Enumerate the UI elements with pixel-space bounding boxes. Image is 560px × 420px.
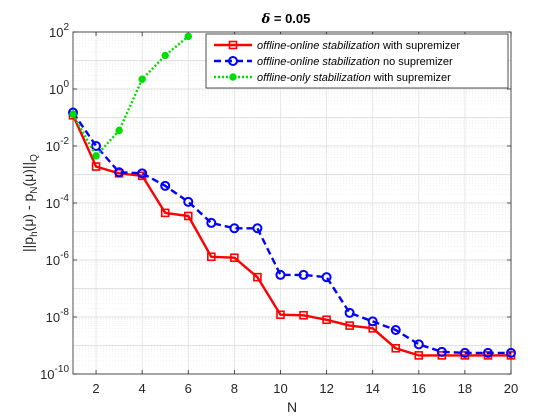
y-tick-label: 10-4 [46,193,70,211]
x-axis-label: N [287,399,297,415]
data-point-offline-online-nosup [413,339,424,350]
data-point-offline-only-sup [138,75,146,83]
legend-label-offline-online-sup: offline-online stabilization with suprem… [257,40,460,52]
data-point-offline-online-nosup [459,347,470,358]
data-point-offline-online-nosup [137,168,148,179]
data-point-offline-only-sup [92,152,100,160]
data-point-offline-online-sup [414,351,424,360]
data-point-offline-online-nosup [321,272,332,283]
data-point-offline-online-nosup [114,167,125,178]
series-offline-only-sup [69,32,192,160]
legend-item-offline-online-sup: offline-online stabilization with suprem… [214,40,460,52]
data-point-offline-online-sup [183,211,193,221]
legend-item-offline-online-nosup: offline-online stabilization no supremiz… [214,56,453,68]
data-point-offline-online-nosup [298,269,309,280]
x-tick-label: 16 [412,381,426,396]
data-point-offline-online-nosup [229,223,240,234]
data-point-offline-online-nosup [160,180,171,191]
x-tick-label: 14 [365,381,379,396]
y-axis-label: ||ph(μ) - pN(μ)||Q [20,154,40,252]
data-point-offline-online-sup [299,310,308,320]
legend-marker-offline-online-sup [228,40,238,50]
data-point-offline-online-nosup [91,141,102,151]
legend: offline-online stabilization with suprem… [205,33,509,89]
data-point-offline-online-nosup [183,196,194,207]
data-point-offline-only-sup [161,51,169,60]
series-offline-online-sup [68,110,516,360]
y-tick-label: 10-8 [46,307,70,325]
data-point-offline-online-sup [322,315,331,325]
legend-box [205,33,509,89]
data-point-offline-online-sup [91,162,101,171]
y-tick-labels: 10-10 10-8 10-6 10-4 10-2 100 102 [40,22,69,382]
data-point-offline-online-sup [160,208,170,218]
x-tick-label: 4 [139,381,146,396]
data-point-offline-online-sup [207,252,216,262]
y-tick-label: 10-10 [40,364,69,382]
data-point-offline-online-sup [230,253,239,263]
series-line-offline-only-sup [71,35,190,158]
data-point-offline-online-nosup [252,223,263,234]
legend-label-offline-online-nosup: offline-online stabilization no supremiz… [257,56,453,68]
y-tick-label: 100 [49,79,69,97]
data-point-offline-online-nosup [482,347,493,358]
series-lines [68,32,516,360]
data-point-offline-online-nosup [344,307,355,318]
x-tick-label: 6 [185,381,192,396]
chart-title: δ = 0.05 [261,11,311,27]
x-tick-label: 8 [231,381,238,396]
chart-title-value: = 0.05 [270,11,310,26]
y-tick-label: 10-2 [46,136,70,154]
data-point-offline-only-sup [69,110,77,118]
data-point-offline-online-nosup [390,324,401,335]
data-point-offline-online-sup [276,310,285,320]
legend-label-offline-only-sup: offline-only stabilization with supremiz… [257,72,451,84]
legend-marker-offline-only-sup [229,73,237,81]
data-point-offline-online-nosup [506,347,516,358]
legend-item-offline-only-sup: offline-only stabilization with supremiz… [214,72,451,84]
data-point-offline-online-nosup [275,269,286,280]
x-tick-label: 18 [458,381,472,396]
x-tick-labels: 2 4 6 8 10 12 14 16 18 20 [92,381,518,396]
x-tick-label: 2 [92,381,99,396]
legend-marker-offline-online-nosup [228,56,238,66]
x-tick-label: 10 [273,381,287,396]
data-point-offline-online-sup [391,343,401,353]
data-point-offline-online-nosup [367,316,378,327]
data-point-offline-only-sup [115,126,123,135]
data-point-offline-online-sup [253,272,262,282]
x-tick-label: 20 [504,381,518,396]
data-point-offline-online-nosup [436,346,447,357]
y-tick-label: 102 [49,22,69,40]
data-point-offline-online-nosup [206,217,217,228]
data-point-offline-online-sup [345,321,354,330]
y-tick-label: 10-6 [46,250,70,268]
chart-title-symbol: δ [261,12,271,27]
series-offline-online-nosup [68,107,516,358]
x-tick-label: 12 [319,381,333,396]
data-point-offline-only-sup [184,32,192,41]
